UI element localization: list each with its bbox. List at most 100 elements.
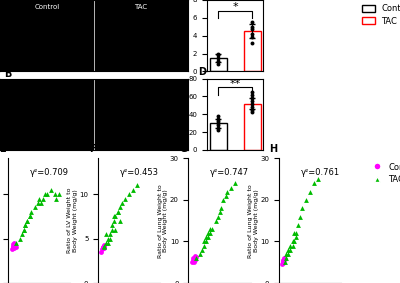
Point (249, 105, 255, 110)
Point (22, 223, 28, 228)
Point (34, 201, 41, 205)
Point (130, 187, 136, 192)
Y-axis label: CD8⁺ cells
(/20xHP, LV): CD8⁺ cells (/20xHP, LV) (179, 17, 190, 55)
Text: G: G (179, 144, 187, 154)
Point (193, 256, 200, 260)
Point (192, 254, 198, 258)
Point (215, 121, 221, 125)
Point (215, 62, 221, 67)
Text: F: F (89, 144, 96, 154)
Point (215, 59, 221, 63)
Point (215, 51, 221, 56)
Point (11, 241, 18, 245)
Point (249, 25, 255, 29)
Point (48, 187, 54, 192)
Point (103, 232, 109, 236)
Point (192, 258, 198, 262)
Point (291, 239, 298, 244)
Point (118, 201, 125, 205)
Point (249, 96, 255, 100)
Point (215, 128, 221, 133)
Y-axis label: CD8⁺ cells
(/20xHP, Lung): CD8⁺ cells (/20xHP, Lung) (175, 91, 186, 138)
Point (279, 261, 286, 265)
Point (215, 114, 221, 118)
Point (287, 248, 294, 252)
Point (249, 101, 255, 106)
Point (215, 53, 221, 58)
Point (190, 256, 196, 260)
Point (12, 241, 19, 245)
Y-axis label: Ratio of LV Weight to
Body Weight (mg/g): Ratio of LV Weight to Body Weight (mg/g) (67, 188, 78, 254)
Point (26, 214, 33, 218)
Point (101, 243, 108, 248)
Text: *: * (232, 2, 238, 12)
Point (189, 260, 196, 265)
Point (201, 239, 207, 244)
Text: B: B (4, 69, 11, 79)
Point (44, 192, 50, 196)
Point (278, 262, 285, 267)
Point (314, 177, 321, 181)
Text: γ²=0.761: γ²=0.761 (300, 168, 340, 177)
Bar (244, 31, 260, 71)
Point (310, 181, 317, 186)
Point (20, 227, 27, 232)
Point (222, 194, 229, 198)
Point (10, 242, 17, 246)
Point (36, 196, 42, 201)
Point (201, 243, 207, 248)
Point (98, 250, 104, 254)
Point (279, 260, 286, 265)
Point (134, 183, 140, 187)
Point (215, 125, 221, 130)
Point (117, 218, 123, 223)
Y-axis label: Ratio of Lung Weight to
Body Weight (mg/g): Ratio of Lung Weight to Body Weight (mg/… (248, 184, 258, 258)
Point (20, 227, 27, 232)
Point (107, 236, 113, 241)
Point (52, 192, 58, 196)
Point (249, 32, 255, 36)
Point (109, 223, 116, 228)
Point (299, 206, 305, 211)
Point (24, 218, 31, 223)
Point (215, 119, 221, 124)
Point (215, 56, 221, 60)
Point (99, 247, 105, 252)
Point (22, 223, 28, 228)
Point (292, 235, 299, 240)
Y-axis label: Ratio of Lung Weight to
Body Weight (mg/g): Ratio of Lung Weight to Body Weight (mg/… (158, 184, 168, 258)
Point (12, 244, 19, 249)
Point (205, 231, 211, 235)
Point (103, 241, 109, 245)
Point (202, 239, 209, 244)
Point (249, 40, 255, 45)
Point (306, 189, 313, 194)
Point (249, 110, 255, 115)
Point (26, 214, 33, 218)
Point (224, 189, 230, 194)
Point (12, 243, 18, 247)
Text: γ²=0.747: γ²=0.747 (210, 168, 249, 177)
Point (228, 185, 234, 190)
Point (114, 210, 121, 214)
Text: Control: Control (34, 4, 60, 10)
Point (40, 196, 46, 201)
Point (112, 214, 118, 218)
Point (101, 246, 108, 250)
Point (282, 257, 288, 261)
Point (212, 218, 219, 223)
Point (283, 252, 290, 256)
Point (249, 90, 255, 94)
Point (110, 214, 117, 218)
Text: γ²=0.709: γ²=0.709 (30, 168, 69, 177)
Point (117, 205, 123, 210)
Point (282, 260, 288, 265)
Point (9, 247, 15, 252)
Point (208, 227, 215, 231)
Point (205, 235, 211, 240)
Point (249, 92, 255, 97)
Point (295, 223, 301, 227)
Point (232, 181, 238, 186)
Point (10, 243, 17, 248)
Text: TAC: TAC (134, 4, 147, 10)
